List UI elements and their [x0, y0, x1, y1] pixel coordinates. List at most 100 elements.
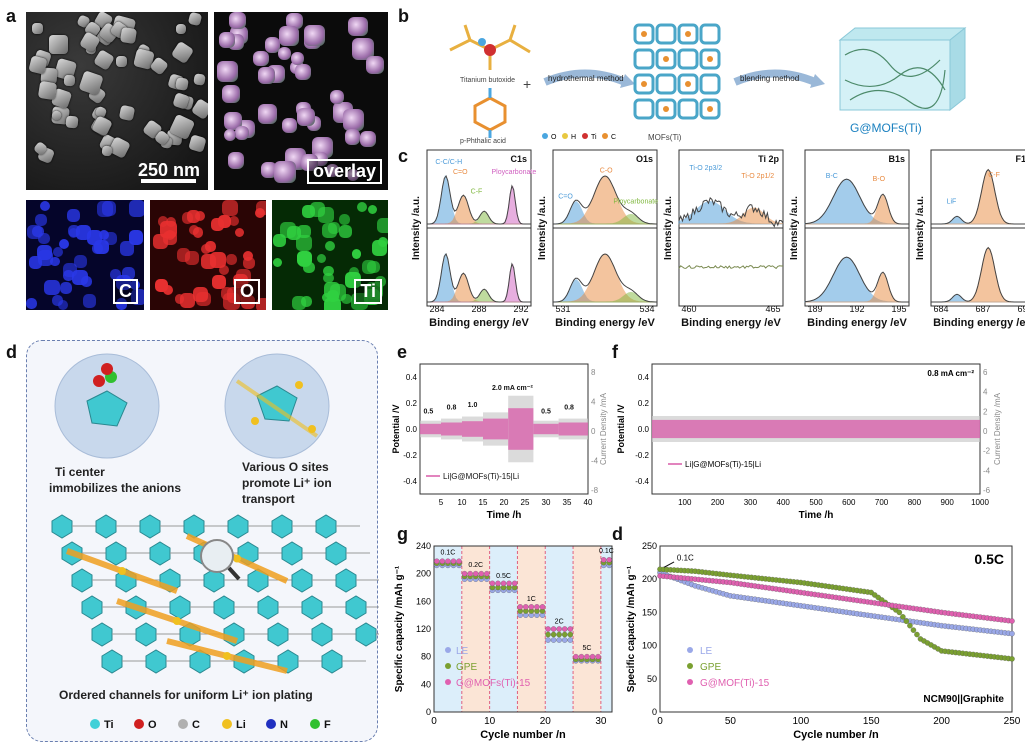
x-tick: 50	[725, 716, 737, 727]
x-axis-label: Cycle number /n	[793, 729, 879, 741]
y-tick: 100	[642, 641, 657, 651]
xps-ylabel: Intensity /a.u.	[663, 196, 674, 260]
xps-peak-label: B-O	[873, 176, 886, 183]
map-particle	[76, 225, 92, 241]
overlay-particle	[301, 154, 318, 171]
mof-node	[633, 23, 655, 45]
map-particle	[110, 269, 122, 281]
overlay-particle	[282, 117, 298, 133]
overlay-particle	[342, 109, 365, 131]
map-particle	[367, 204, 377, 214]
xps-flat-line	[678, 264, 784, 270]
lattice-node	[105, 541, 127, 566]
rate-label: 1.0	[468, 402, 478, 409]
rate-label: 0.8	[447, 405, 457, 412]
mof-node	[633, 48, 655, 70]
mof-node	[655, 48, 677, 70]
overlay-particle	[258, 66, 276, 84]
rate-point	[450, 558, 457, 564]
xps-peak-label: Ti-O 2p3/2	[689, 165, 722, 172]
map-particle	[115, 298, 128, 310]
overlay-particle	[227, 152, 245, 169]
initial-rate-label: 0.1C	[677, 554, 694, 563]
panel-h-label: d	[612, 524, 623, 544]
legend-label: G@MOFs(Ti)-15	[456, 678, 531, 689]
mechanism-schematic: Ti center immobilizes the anions Various…	[26, 340, 400, 742]
particle	[115, 56, 128, 68]
overlay-particle	[261, 161, 277, 178]
rate-point	[523, 604, 529, 610]
x-tick: 0	[657, 716, 663, 727]
y2-tick: 8	[591, 368, 596, 377]
rate-point	[606, 557, 612, 563]
lattice-node	[91, 622, 113, 647]
particle	[175, 23, 186, 34]
y-tick: 0.0	[406, 425, 418, 434]
mof-node	[699, 48, 721, 70]
titanium-butoxide-label: Titanium butoxide	[460, 77, 515, 84]
map-particle	[27, 224, 43, 240]
y2-tick: 2	[983, 407, 988, 416]
carbon-map: C	[26, 200, 144, 310]
voltage-band	[483, 418, 509, 440]
voltage-band	[652, 419, 980, 439]
y-tick: 160	[416, 596, 431, 606]
cycle-point	[1009, 630, 1015, 637]
xps-xlabel: Binding energy /eV	[807, 317, 907, 329]
x-tick: 700	[875, 498, 889, 507]
y2-tick: -4	[983, 466, 991, 475]
magnifier-handle	[227, 566, 241, 581]
y-tick: 250	[642, 541, 657, 551]
xps-ylabel: Intensity /a.u.	[789, 196, 800, 260]
x-tick: 800	[908, 498, 922, 507]
y-tick: -0.4	[635, 477, 649, 486]
xps-envelope	[804, 256, 909, 303]
cycle-point	[896, 609, 903, 616]
x-tick: 10	[458, 498, 467, 507]
overlay-particle	[290, 51, 305, 66]
legend-atom-label: Li	[236, 719, 246, 731]
overlay-particle	[303, 25, 325, 47]
map-particle	[324, 240, 336, 252]
rate-point	[545, 626, 551, 632]
mechanism-drawing: Ti center immobilizes the anions Various…	[49, 353, 400, 731]
legend-label: GPE	[456, 662, 477, 673]
particle	[49, 35, 68, 54]
rate-label: 0.5	[424, 408, 434, 415]
y2-tick: -4	[591, 457, 599, 466]
map-particle	[98, 229, 110, 240]
map-particle	[200, 253, 217, 269]
rate-point	[578, 653, 585, 660]
legend-label: LE	[456, 646, 469, 657]
voltage-band	[558, 422, 588, 436]
overlay-particle	[223, 111, 243, 130]
map-particle	[128, 230, 144, 245]
xps-frame	[804, 227, 910, 307]
sem-image: 250 nm	[26, 12, 208, 190]
x-tick: 20	[500, 498, 509, 507]
y2-tick: 0	[591, 427, 596, 436]
rate-point	[500, 580, 507, 587]
lattice-node	[145, 649, 167, 674]
map-particle	[218, 265, 229, 276]
y-tick: 200	[416, 569, 431, 579]
map-particle	[229, 216, 239, 226]
overlay-particle	[223, 129, 236, 142]
rate-point	[550, 626, 557, 632]
map-particle	[255, 200, 266, 216]
mof-linker	[685, 81, 691, 87]
li-ion	[223, 652, 231, 660]
mof-node	[633, 73, 655, 95]
legend-label: G@MOF(Ti)-15	[700, 678, 770, 689]
y2-tick: 6	[983, 368, 988, 377]
lattice-node	[281, 541, 303, 566]
map-particle	[255, 298, 266, 310]
overlay-particle	[359, 131, 376, 147]
legend-marker	[687, 679, 693, 685]
rate-label: 0.5C	[496, 573, 511, 580]
atom-legend: Ti O C Li N F	[90, 719, 331, 731]
xps-ylabel: Intensity /a.u.	[411, 196, 422, 260]
titanium-tag: Ti	[354, 279, 382, 304]
rate-point	[561, 626, 568, 632]
